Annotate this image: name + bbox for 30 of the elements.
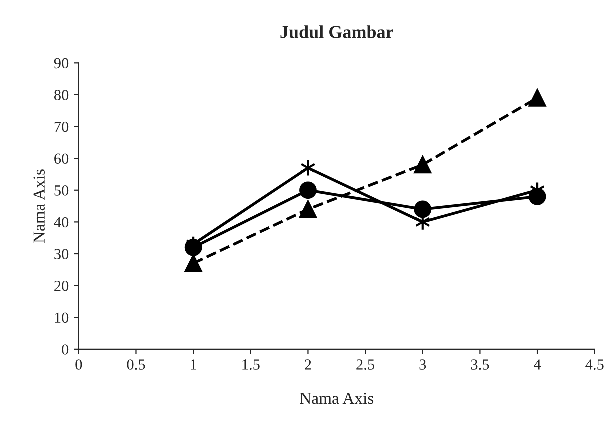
x-tick-label: 4 — [534, 360, 542, 370]
point — [414, 156, 432, 174]
y-tick-label: 0 — [62, 344, 69, 355]
point — [300, 200, 317, 218]
x-tick-label: 1.5 — [242, 360, 260, 370]
point — [300, 159, 316, 177]
x-tick-label: 2 — [305, 360, 312, 370]
point — [184, 254, 202, 272]
x-axis-title: Nama Axis — [300, 392, 374, 404]
y-tick-label: 50 — [54, 186, 69, 196]
y-tick-label: 30 — [54, 249, 69, 260]
point — [414, 200, 432, 218]
y-tick-label: 90 — [54, 58, 69, 69]
y-tick-label: 40 — [54, 217, 69, 228]
x-tick-label: 4.5 — [586, 360, 604, 370]
point — [300, 182, 317, 200]
point — [528, 89, 546, 107]
y-tick-label: 10 — [55, 312, 69, 324]
chart-title: Judul Gambar — [280, 26, 394, 38]
x-tick-label: 1 — [191, 360, 196, 370]
x-tick-label: 2.5 — [356, 360, 374, 370]
x-tick-label: 3 — [420, 360, 426, 370]
y-tick-label: 70 — [54, 122, 69, 132]
y-tick-label: 60 — [54, 154, 69, 164]
y-tick-label: 20 — [54, 280, 69, 292]
x-tick-label: 0.5 — [127, 360, 146, 370]
x-tick-label: 3.5 — [471, 360, 490, 370]
y-axis-title: Nama Axis — [34, 170, 45, 244]
x-tick-label: 0 — [76, 360, 82, 370]
y-tick-label: 80 — [54, 90, 69, 100]
